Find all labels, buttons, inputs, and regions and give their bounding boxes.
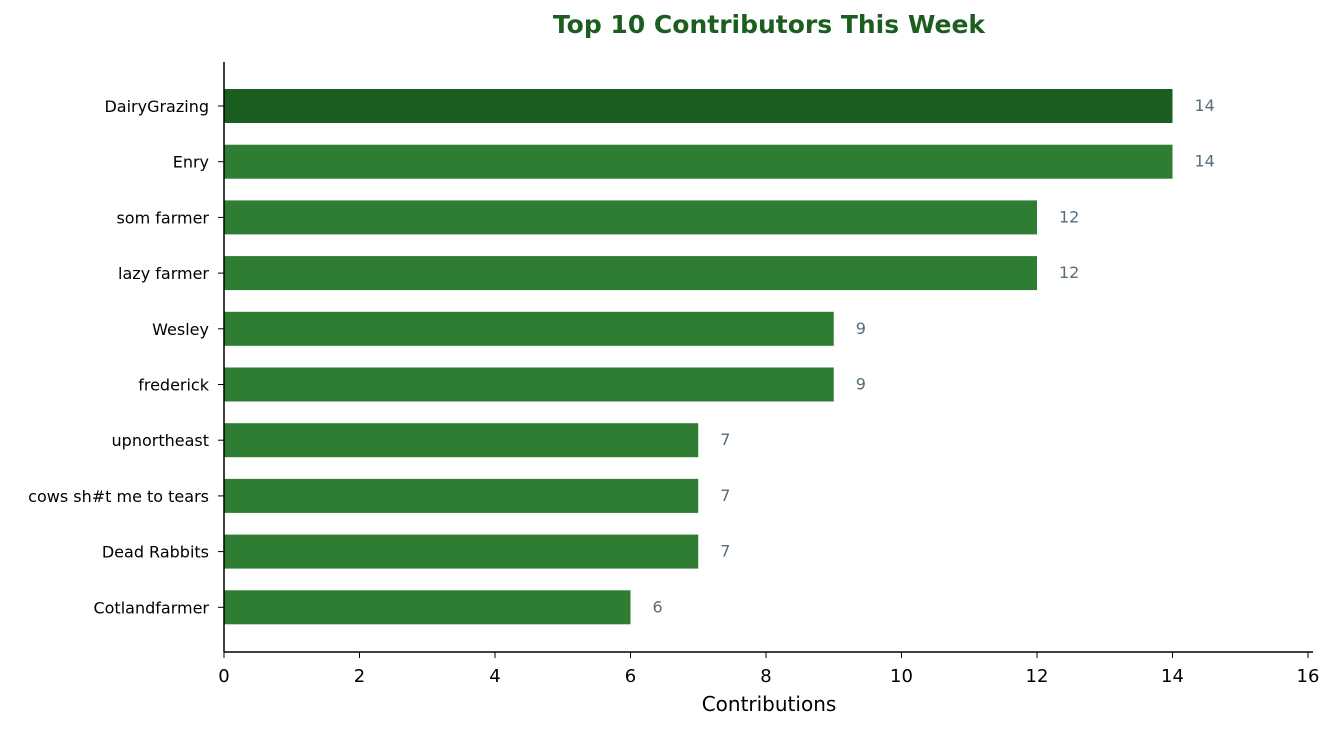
bar — [224, 200, 1037, 235]
y-tick-label: lazy farmer — [118, 264, 209, 283]
bar — [224, 534, 699, 569]
bars-layer — [224, 89, 1173, 625]
x-tick-label: 0 — [218, 666, 229, 687]
data-label: 9 — [856, 319, 866, 338]
y-tick-label: Cotlandfarmer — [93, 598, 209, 617]
y-tick-label: som farmer — [116, 208, 209, 227]
y-tick-label: Dead Rabbits — [102, 543, 209, 562]
x-tick-label: 8 — [760, 666, 771, 687]
x-tick-label: 6 — [625, 666, 636, 687]
x-tick-label: 10 — [890, 666, 913, 687]
data-label: 14 — [1195, 152, 1215, 171]
bar — [224, 423, 699, 458]
data-label: 7 — [720, 542, 730, 561]
data-label: 9 — [856, 375, 866, 394]
y-tick-label: cows sh#t me to tears — [28, 487, 209, 506]
y-tick-label: frederick — [138, 376, 210, 395]
labels-layer: DairyGrazing 14 Enry 14 som farmer 12 lazy far… — [28, 96, 1215, 617]
bar — [224, 367, 834, 402]
data-label: 14 — [1195, 96, 1215, 115]
x-axis-label: Contributions — [701, 692, 837, 716]
x-tick-label: 14 — [1161, 666, 1184, 687]
bar — [224, 590, 631, 625]
x-tick-label: 16 — [1297, 666, 1320, 687]
y-tick-label: Wesley — [152, 320, 209, 339]
chart-title: Top 10 Contributors This Week — [552, 10, 986, 39]
data-label: 6 — [653, 597, 663, 616]
data-label: 12 — [1059, 207, 1079, 226]
data-label: 12 — [1059, 263, 1079, 282]
x-tick-label: 4 — [489, 666, 500, 687]
bar — [224, 144, 1173, 179]
bar — [224, 256, 1037, 291]
y-tick-label: upnortheast — [112, 431, 209, 450]
x-tick-label: 2 — [354, 666, 365, 687]
y-tick-label: DairyGrazing — [104, 97, 209, 116]
bar — [224, 311, 834, 346]
data-label: 7 — [720, 430, 730, 449]
data-label: 7 — [720, 486, 730, 505]
bar — [224, 478, 699, 513]
bar — [224, 89, 1173, 123]
y-tick-label: Enry — [173, 153, 209, 172]
axes-layer: 0 2 4 6 8 10 12 14 16 — [218, 62, 1319, 687]
x-tick-label: 12 — [1026, 666, 1049, 687]
